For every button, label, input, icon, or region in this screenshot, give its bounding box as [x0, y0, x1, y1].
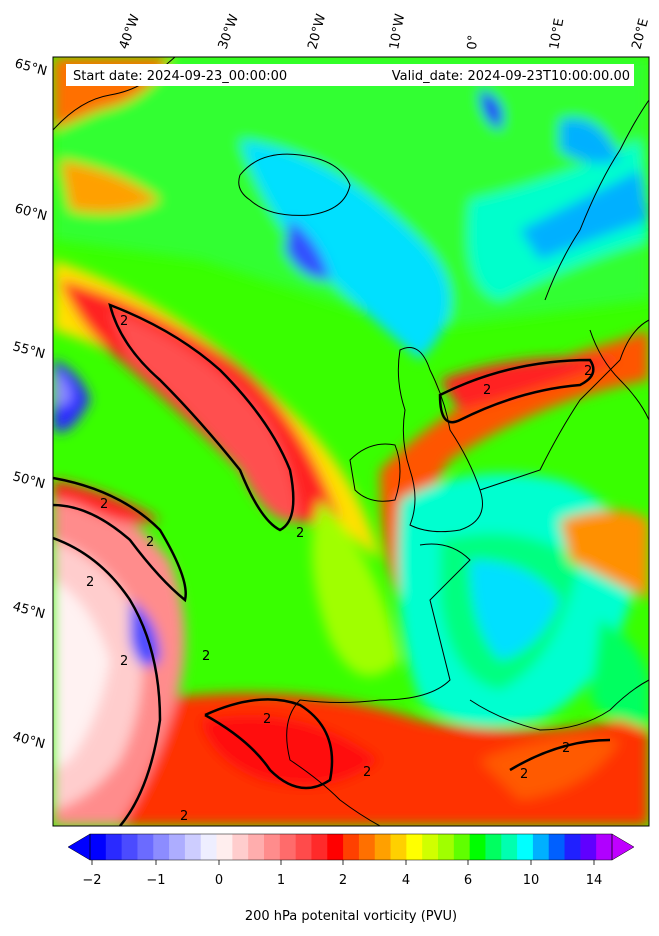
- colorbar-segment: [169, 834, 186, 860]
- svg-text:2: 2: [483, 383, 491, 398]
- colorbar-segment: [453, 834, 471, 860]
- lon-label: 20°E: [629, 17, 652, 51]
- lat-label: 65°N: [13, 56, 49, 79]
- colorbar-segment: [295, 834, 313, 860]
- svg-text:2: 2: [363, 765, 371, 780]
- colorbar-segment: [406, 834, 423, 860]
- colorbar-segment: [548, 834, 566, 860]
- colorbar-extend-low: [67, 833, 91, 861]
- lat-label: 55°N: [11, 339, 47, 362]
- lon-label: 40°W: [117, 12, 143, 51]
- lon-label: 10°W: [387, 13, 408, 51]
- colorbar-ticks: −2 −1 0 1 2 4 6 10 14: [82, 860, 602, 888]
- svg-text:2: 2: [120, 314, 128, 329]
- colorbar: −2 −1 0 1 2 4 6 10 14 200 hPa potenital vorticit…: [67, 833, 635, 924]
- lon-label: 10°E: [547, 17, 567, 50]
- colorbar-title: 200 hPa potenital vorticity (PVU): [245, 909, 457, 924]
- colorbar-segment: [564, 834, 581, 860]
- colorbar-segment: [200, 834, 218, 860]
- info-box: Start date: 2024-09-23_00:00:00 Valid_da…: [66, 64, 634, 86]
- colorbar-segment: [216, 834, 233, 860]
- colorbar-segment: [580, 834, 597, 860]
- colorbar-segment: [517, 834, 534, 860]
- contour-labels: 2 2 2 2 2 2 2 2 2 2 2 2 2 2: [86, 314, 592, 824]
- colorbar-segment: [248, 834, 265, 860]
- colorbar-tick-label: 2: [339, 873, 347, 888]
- lat-label: 60°N: [13, 201, 49, 224]
- colorbar-segment: [390, 834, 407, 860]
- colorbar-extend-high: [611, 833, 635, 861]
- coastlines: [53, 57, 649, 826]
- lon-label: 30°W: [216, 12, 242, 51]
- svg-text:2: 2: [100, 497, 108, 512]
- lat-label: 45°N: [11, 599, 47, 622]
- colorbar-segment: [485, 834, 502, 860]
- colorbar-segment: [469, 834, 487, 860]
- colorbar-segment: [596, 834, 613, 860]
- colorbar-tick-label: 0: [215, 873, 223, 888]
- colorbar-segment: [105, 834, 123, 860]
- colorbar-segment: [137, 834, 154, 860]
- colorbar-segment: [153, 834, 170, 860]
- lat-label: 50°N: [11, 469, 47, 492]
- start-date-text: Start date: 2024-09-23_00:00:00: [73, 69, 287, 84]
- svg-text:2: 2: [584, 364, 592, 379]
- colorbar-tick-label: 4: [402, 873, 410, 888]
- colorbar-segment: [358, 834, 376, 860]
- latitude-labels: 65°N 60°N 55°N 50°N 45°N 40°N: [11, 56, 49, 752]
- colorbar-segment: [279, 834, 297, 860]
- lon-label: 20°W: [305, 12, 329, 51]
- pv-2-contours: [53, 302, 611, 826]
- colorbar-segment: [311, 834, 328, 860]
- colorbar-segments: [90, 834, 613, 860]
- svg-text:2: 2: [146, 535, 154, 550]
- colorbar-segment: [438, 834, 455, 860]
- colorbar-tick-label: −2: [82, 873, 101, 888]
- colorbar-segment: [532, 834, 550, 860]
- svg-text:2: 2: [296, 526, 304, 541]
- colorbar-tick-label: 6: [464, 873, 472, 888]
- lat-label: 40°N: [11, 729, 47, 752]
- svg-text:2: 2: [202, 649, 210, 664]
- colorbar-segment: [232, 834, 249, 860]
- lon-label: 0°: [465, 34, 481, 50]
- svg-text:2: 2: [86, 575, 94, 590]
- svg-text:2: 2: [180, 809, 188, 824]
- colorbar-tick-label: 1: [277, 873, 285, 888]
- colorbar-segment: [184, 834, 202, 860]
- colorbar-segment: [343, 834, 360, 860]
- colorbar-segment: [374, 834, 392, 860]
- pv-field: 2 2 2 2 2 2 2 2 2 2 2 2 2 2: [53, 57, 649, 826]
- longitude-labels: 40°W 30°W 20°W 10°W 0° 10°E 20°E: [117, 12, 652, 51]
- colorbar-tick-label: 10: [523, 873, 540, 888]
- colorbar-segment: [121, 834, 139, 860]
- colorbar-segment: [327, 834, 344, 860]
- colorbar-segment: [264, 834, 281, 860]
- svg-text:2: 2: [263, 712, 271, 727]
- colorbar-tick-label: −1: [146, 873, 165, 888]
- colorbar-segment: [501, 834, 518, 860]
- svg-text:2: 2: [562, 741, 570, 756]
- colorbar-segment: [422, 834, 439, 860]
- svg-text:2: 2: [520, 767, 528, 782]
- svg-text:2: 2: [120, 654, 128, 669]
- colorbar-segment: [90, 834, 107, 860]
- valid-date-text: Valid_date: 2024-09-23T10:00:00.00: [392, 69, 630, 84]
- colorbar-tick-label: 14: [586, 873, 603, 888]
